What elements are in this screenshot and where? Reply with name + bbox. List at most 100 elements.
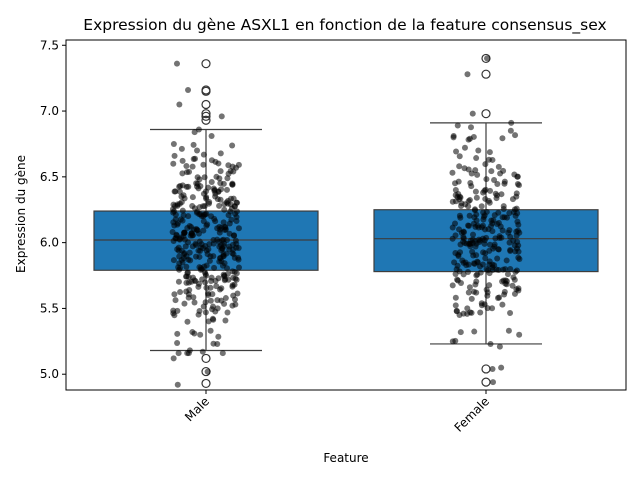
- y-tick-label-0: 5.0: [40, 367, 59, 381]
- data-point-female-245: [455, 190, 462, 197]
- data-point-female-256: [465, 261, 472, 268]
- data-point-female-155: [474, 171, 481, 178]
- data-point-female-189: [467, 180, 474, 186]
- data-point-female-218: [456, 226, 463, 233]
- data-point-female-141: [452, 249, 459, 256]
- data-point-male-366: [204, 368, 211, 375]
- data-point-male-290: [217, 150, 224, 157]
- data-point-male-95: [171, 291, 178, 298]
- outlier-male-5: [201, 109, 211, 119]
- data-point-female-41: [456, 153, 463, 160]
- data-point-female-204: [501, 178, 508, 185]
- data-point-female-298: [464, 71, 471, 78]
- data-point-female-83: [515, 221, 522, 228]
- data-point-male-47: [175, 350, 182, 357]
- data-point-female-138: [513, 267, 520, 274]
- outlier-female-1: [481, 364, 491, 374]
- data-point-male-238: [171, 152, 178, 159]
- data-point-male-349: [190, 274, 196, 281]
- data-point-male-192: [215, 333, 222, 340]
- data-point-female-282: [496, 234, 503, 241]
- data-point-male-342: [190, 156, 197, 163]
- data-point-female-106: [495, 246, 502, 253]
- data-point-female-60: [491, 177, 498, 183]
- data-point-female-251: [486, 258, 493, 265]
- data-point-male-199: [208, 157, 215, 164]
- data-point-male-359: [170, 201, 177, 208]
- y-axis-label: Expression du gène: [14, 155, 28, 273]
- data-point-male-261: [205, 291, 212, 298]
- data-point-male-294: [206, 257, 213, 264]
- data-point-male-70: [184, 318, 191, 325]
- y-tick-label-4: 7.0: [40, 104, 59, 118]
- data-point-male-376: [218, 113, 225, 120]
- outlier-male-9: [201, 59, 211, 69]
- data-point-male-298: [215, 275, 222, 282]
- data-point-male-355: [191, 205, 198, 212]
- data-point-female-190: [452, 302, 459, 309]
- outlier-female-3: [481, 69, 491, 79]
- data-point-female-239: [481, 240, 488, 247]
- data-point-male-233: [185, 294, 192, 301]
- data-point-male-253: [233, 217, 240, 224]
- data-point-male-337: [224, 270, 231, 277]
- data-point-female-199: [493, 195, 500, 202]
- data-point-female-182: [462, 201, 469, 208]
- data-point-female-76: [496, 343, 503, 350]
- data-point-male-332: [181, 300, 188, 307]
- data-point-male-249: [215, 160, 222, 167]
- data-point-male-308: [223, 186, 230, 193]
- data-point-male-84: [226, 230, 233, 237]
- data-point-female-142: [516, 255, 523, 262]
- data-point-female-246: [456, 212, 463, 219]
- plot-area: 5.0 5.5 6.0 6.5 7.0 7.5 Male Female: [40, 38, 627, 435]
- data-point-male-165: [217, 196, 224, 203]
- data-point-female-149: [486, 199, 493, 206]
- data-point-male-268: [184, 224, 191, 231]
- x-tick-label-male: Male: [182, 394, 212, 424]
- data-point-male-345: [224, 175, 231, 182]
- data-point-female-128: [449, 282, 456, 289]
- data-point-male-344: [202, 188, 209, 195]
- data-point-male-339: [200, 303, 207, 310]
- data-point-female-275: [510, 274, 517, 281]
- data-point-male-243: [210, 303, 217, 310]
- data-point-female-113: [467, 124, 474, 131]
- data-point-female-111: [478, 203, 485, 210]
- data-point-male-315: [188, 230, 195, 237]
- data-point-male-201: [222, 295, 229, 302]
- data-point-male-302: [184, 269, 191, 276]
- data-point-female-297: [469, 110, 476, 117]
- data-point-female-292: [464, 305, 471, 312]
- data-point-female-236: [494, 295, 501, 302]
- data-point-female-38: [505, 327, 512, 334]
- data-point-male-228: [210, 316, 217, 323]
- data-point-male-146: [235, 225, 242, 232]
- data-point-male-232: [217, 180, 224, 187]
- data-point-female-206: [486, 149, 493, 156]
- data-point-male-289: [176, 236, 183, 243]
- outlier-male-2: [201, 353, 211, 364]
- data-point-female-279: [489, 267, 496, 274]
- data-point-male-296: [203, 272, 210, 279]
- data-point-female-269: [489, 156, 496, 163]
- data-point-male-368: [185, 350, 192, 357]
- data-point-male-244: [214, 236, 221, 243]
- data-point-female-267: [489, 228, 496, 235]
- data-point-male-358: [233, 276, 240, 283]
- data-point-female-168: [456, 163, 463, 170]
- data-point-female-130: [480, 249, 487, 256]
- data-point-male-260: [172, 188, 179, 195]
- data-point-female-232: [474, 271, 481, 278]
- data-point-male-299: [203, 195, 210, 202]
- data-point-male-19: [222, 317, 229, 324]
- data-point-female-144: [452, 294, 459, 301]
- data-point-male-212: [225, 212, 232, 219]
- data-point-female-291: [456, 312, 463, 318]
- data-point-male-225: [211, 215, 218, 222]
- data-point-male-256: [179, 207, 186, 214]
- data-point-male-71: [203, 222, 210, 229]
- data-point-female-169: [495, 163, 502, 170]
- data-point-female-105: [482, 161, 489, 168]
- data-point-female-192: [482, 255, 489, 262]
